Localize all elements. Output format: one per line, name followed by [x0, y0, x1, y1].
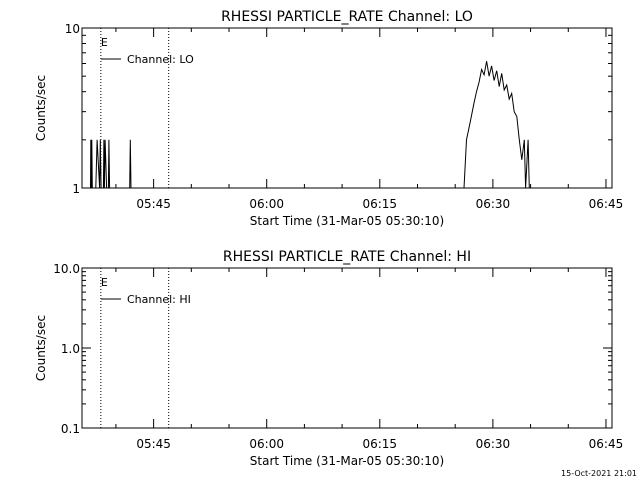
x-tick-label: 06:30: [476, 437, 511, 451]
x-tick-label: 06:15: [362, 437, 397, 451]
y-tick-label: 0.1: [61, 422, 80, 436]
chart-title: RHESSI PARTICLE_RATE Channel: LO: [221, 9, 473, 25]
y-tick-label: 10: [65, 22, 80, 36]
x-tick-label: 06:45: [589, 197, 624, 211]
y-axis-label: Counts/sec: [34, 75, 48, 141]
plot-frame: [81, 267, 613, 429]
x-tick-label: 06:30: [476, 197, 511, 211]
y-tick-label: 1.0: [61, 342, 80, 356]
y-axis-label: Counts/sec: [34, 315, 48, 381]
x-axis-label: Start Time (31-Mar-05 05:30:10): [250, 454, 444, 468]
legend-label: Channel: HI: [127, 293, 191, 306]
x-tick-label: 06:00: [249, 197, 284, 211]
x-tick-label: 05:45: [136, 437, 171, 451]
x-tick-label: 06:45: [589, 437, 624, 451]
y-tick-label: 10.0: [53, 262, 80, 276]
legend-label: Channel: LO: [127, 53, 194, 66]
plot-frame: [81, 27, 613, 189]
event-label: E: [101, 36, 108, 49]
series-line: [90, 61, 530, 189]
y-tick-label: 1: [72, 182, 80, 196]
chart-title: RHESSI PARTICLE_RATE Channel: HI: [223, 249, 471, 265]
x-tick-label: 05:45: [136, 197, 171, 211]
x-axis-label: Start Time (31-Mar-05 05:30:10): [250, 214, 444, 228]
x-tick-label: 06:15: [362, 197, 397, 211]
x-tick-label: 06:00: [249, 437, 284, 451]
plot-timestamp: 15-Oct-2021 21:01: [561, 469, 637, 478]
event-label: E: [101, 276, 108, 289]
